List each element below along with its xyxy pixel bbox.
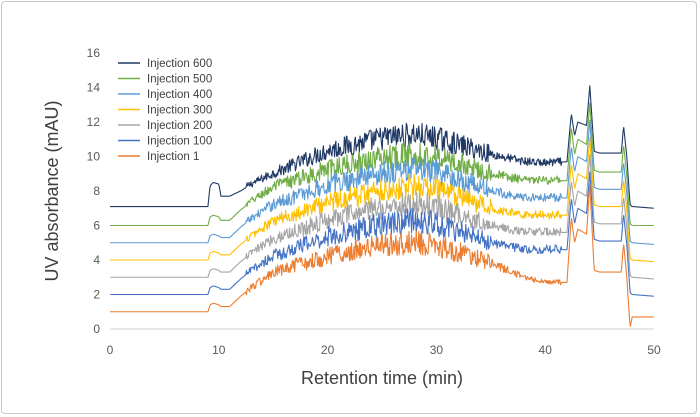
x-tick-label: 20 (321, 343, 335, 357)
series-lines (110, 85, 654, 327)
series-line (110, 85, 654, 209)
x-tick-label: 50 (647, 343, 661, 357)
series-line (110, 119, 654, 246)
y-tick-label: 6 (93, 219, 100, 233)
y-axis-title: UV absorbance (mAU) (42, 100, 62, 281)
y-axis-ticks: 0 2 4 6 8 10 12 14 16 (87, 46, 101, 336)
legend-label: Injection 300 (147, 105, 212, 117)
y-tick-label: 2 (93, 288, 100, 302)
y-tick-label: 0 (93, 322, 100, 336)
series-line (110, 183, 654, 327)
y-tick-label: 10 (87, 150, 101, 164)
x-tick-label: 10 (212, 343, 226, 357)
legend-label: Injection 400 (147, 89, 212, 101)
x-axis-ticks: 0 10 20 30 40 50 (107, 343, 661, 357)
y-tick-label: 14 (87, 81, 101, 95)
x-tick-label: 40 (539, 343, 553, 357)
series-line (110, 154, 654, 280)
legend-label: Injection 100 (147, 136, 212, 148)
x-tick-label: 0 (107, 343, 114, 357)
legend: Injection 600 Injection 500 Injection 400 I… (118, 58, 212, 163)
x-tick-label: 30 (430, 343, 444, 357)
legend-label: Injection 200 (147, 120, 212, 132)
y-tick-label: 12 (87, 115, 101, 129)
series-line (110, 171, 654, 297)
y-tick-label: 16 (87, 46, 101, 60)
legend-label: Injection 1 (147, 151, 199, 163)
y-tick-label: 4 (93, 253, 100, 267)
legend-label: Injection 500 (147, 74, 212, 86)
y-tick-label: 8 (93, 184, 100, 198)
x-axis-title: Retention time (min) (301, 368, 463, 388)
series-line (110, 102, 654, 227)
series-line (110, 136, 654, 263)
legend-label: Injection 600 (147, 58, 212, 70)
